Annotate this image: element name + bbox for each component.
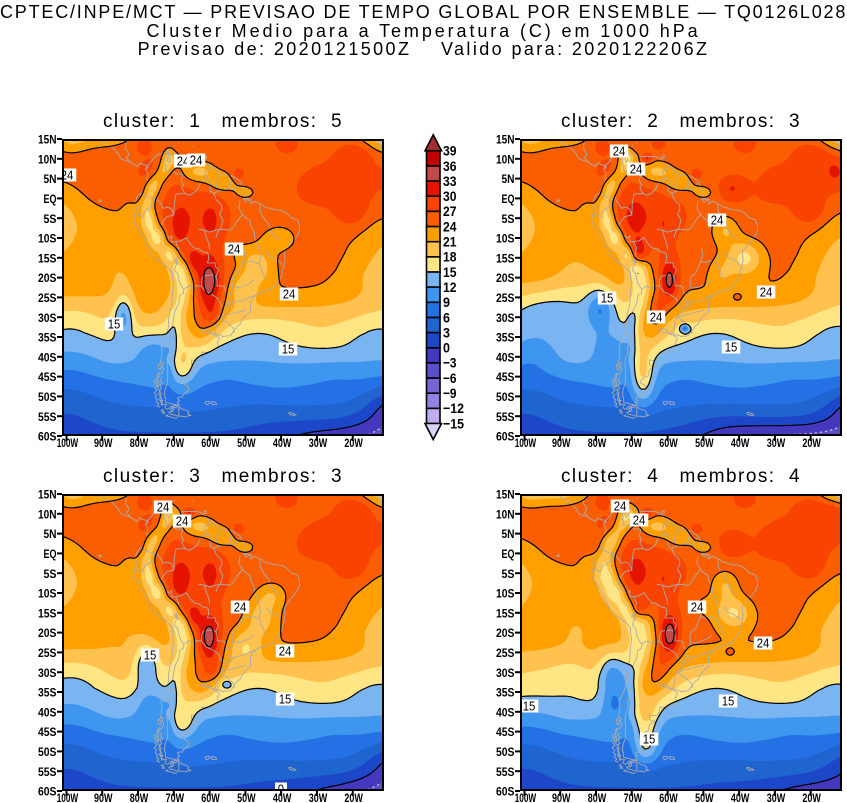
svg-text:24: 24 xyxy=(228,242,241,256)
svg-text:9: 9 xyxy=(443,294,450,310)
svg-text:24: 24 xyxy=(443,218,457,234)
svg-text:−15: −15 xyxy=(443,415,464,431)
svg-text:24: 24 xyxy=(630,162,643,176)
svg-text:27: 27 xyxy=(443,203,457,219)
svg-text:15: 15 xyxy=(108,317,121,331)
svg-text:30: 30 xyxy=(443,188,457,204)
svg-text:15: 15 xyxy=(282,342,295,356)
svg-text:24: 24 xyxy=(177,154,190,168)
svg-text:24: 24 xyxy=(760,285,773,299)
svg-text:24: 24 xyxy=(757,636,770,650)
svg-text:15: 15 xyxy=(725,340,738,354)
svg-text:−9: −9 xyxy=(443,385,457,401)
svg-text:24: 24 xyxy=(176,514,189,528)
svg-text:15: 15 xyxy=(523,699,536,713)
svg-text:15: 15 xyxy=(601,291,614,305)
svg-text:24: 24 xyxy=(234,600,247,614)
svg-text:24: 24 xyxy=(691,600,704,614)
svg-text:33: 33 xyxy=(443,173,457,189)
svg-text:12: 12 xyxy=(443,279,457,295)
svg-text:21: 21 xyxy=(443,234,457,250)
svg-text:24: 24 xyxy=(711,213,724,227)
svg-text:15: 15 xyxy=(443,264,457,280)
svg-text:24: 24 xyxy=(613,144,626,158)
svg-text:36: 36 xyxy=(443,158,457,174)
svg-text:−3: −3 xyxy=(443,355,457,371)
svg-text:15: 15 xyxy=(722,694,735,708)
svg-text:24: 24 xyxy=(61,168,74,182)
svg-text:15: 15 xyxy=(279,692,292,706)
svg-text:0: 0 xyxy=(443,340,450,356)
svg-text:24: 24 xyxy=(279,644,292,658)
svg-text:39: 39 xyxy=(443,143,457,159)
svg-text:24: 24 xyxy=(157,500,170,514)
svg-text:−12: −12 xyxy=(443,400,464,416)
svg-text:3: 3 xyxy=(443,324,450,340)
svg-text:24: 24 xyxy=(650,310,663,324)
svg-text:6: 6 xyxy=(443,309,450,325)
svg-text:−6: −6 xyxy=(443,370,457,386)
svg-text:24: 24 xyxy=(633,513,646,527)
svg-text:24: 24 xyxy=(190,153,203,167)
svg-text:0: 0 xyxy=(278,782,284,796)
svg-text:15: 15 xyxy=(643,732,656,746)
svg-text:24: 24 xyxy=(614,499,627,513)
svg-text:18: 18 xyxy=(443,249,457,265)
svg-text:15: 15 xyxy=(144,648,157,662)
svg-text:24: 24 xyxy=(283,287,296,301)
